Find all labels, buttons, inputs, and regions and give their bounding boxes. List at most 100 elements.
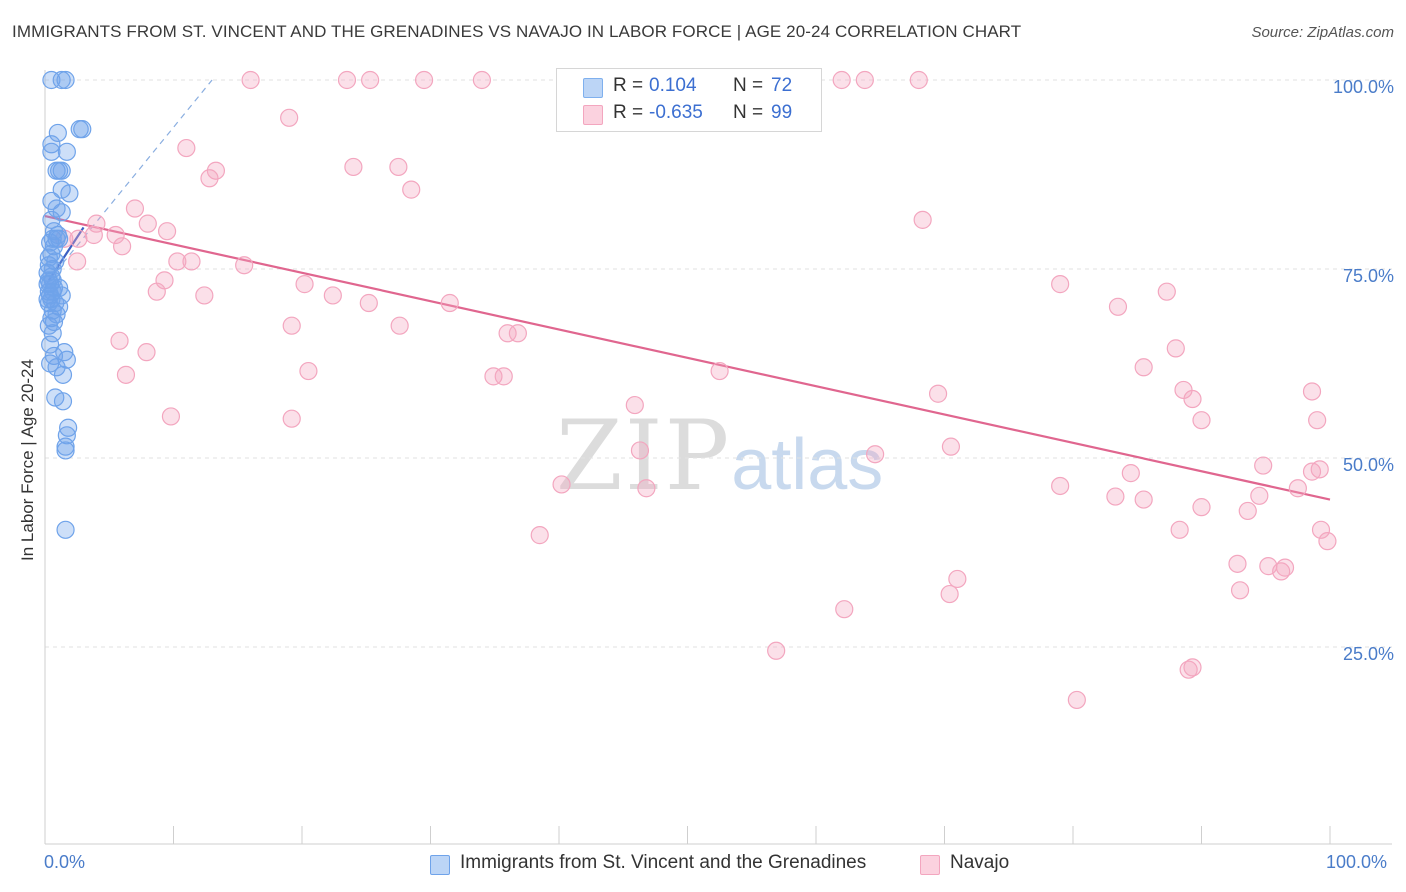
data-point [530, 526, 549, 545]
data-point [1166, 339, 1185, 358]
data-point [282, 316, 301, 335]
data-point [1275, 558, 1295, 577]
data-point [161, 407, 181, 426]
data-point [280, 108, 299, 127]
data-point [1308, 411, 1327, 430]
y-tick-label: 75.0% [1342, 266, 1394, 286]
y-tick-label: 25.0% [1342, 644, 1394, 664]
data-point [1183, 658, 1202, 677]
data-point [241, 70, 260, 90]
data-point [323, 286, 342, 305]
data-point [106, 225, 125, 245]
r-label: R = [613, 102, 644, 123]
watermark-atlas: atlas [731, 425, 884, 505]
data-point [138, 214, 157, 233]
data-point [1250, 486, 1269, 505]
data-point [832, 70, 851, 90]
data-point [50, 161, 69, 180]
data-point [928, 384, 948, 403]
data-point [116, 365, 136, 384]
legend-swatch-series-1 [430, 855, 450, 875]
data-point [168, 252, 187, 271]
data-point [125, 199, 145, 218]
data-point [1238, 501, 1257, 521]
r-value: 0.104 [649, 75, 697, 96]
r-label: R = [613, 75, 644, 96]
data-point [866, 445, 885, 464]
data-point [508, 324, 527, 343]
series-immigrants [38, 70, 92, 539]
data-point [344, 157, 363, 177]
data-point [637, 479, 656, 498]
trend-line-extension [48, 79, 213, 281]
legend-label-series-1: Immigrants from St. Vincent and the Gren… [460, 852, 867, 873]
data-point [552, 475, 571, 494]
data-point [390, 316, 409, 335]
data-point [1230, 581, 1250, 600]
data-point [835, 600, 854, 619]
data-point [195, 286, 214, 305]
data-point [42, 210, 61, 229]
data-point [206, 161, 226, 180]
axes [44, 70, 1392, 845]
data-point [147, 282, 166, 301]
data-point [182, 252, 201, 271]
data-point [359, 293, 378, 313]
data-point [1254, 456, 1273, 475]
y-tick-label: 100.0% [1332, 77, 1394, 97]
data-point [87, 214, 106, 233]
data-points [38, 70, 1337, 710]
data-point [767, 641, 786, 660]
stats-box: R = 0.104 N = 72 R = -0.635 N = 99 [556, 68, 822, 132]
data-point [177, 138, 196, 158]
data-point [41, 335, 60, 354]
data-point [73, 120, 92, 139]
legend-swatch-series-2 [920, 855, 940, 875]
data-point [53, 392, 73, 411]
data-point [1106, 487, 1125, 506]
data-point [402, 180, 421, 199]
data-point [60, 184, 79, 203]
data-point [53, 365, 73, 384]
data-point [1067, 690, 1086, 710]
watermark: ZIPatlas [556, 400, 883, 512]
n-value: 99 [771, 102, 793, 123]
data-point [57, 142, 76, 161]
data-point [48, 123, 67, 143]
data-point [1311, 520, 1331, 539]
data-point [110, 331, 129, 350]
data-point [494, 367, 513, 386]
data-point [440, 293, 459, 313]
data-point [282, 409, 301, 428]
data-point [1051, 275, 1070, 294]
data-point [414, 70, 434, 90]
data-point [137, 343, 156, 362]
data-point [1192, 411, 1211, 430]
data-point [1157, 282, 1176, 301]
data-point [1121, 464, 1140, 483]
data-point [940, 584, 959, 604]
data-point [47, 358, 66, 377]
series-navajo [55, 70, 1337, 710]
data-point [498, 324, 517, 343]
x-tick-label-min: 0.0% [44, 852, 86, 872]
data-point [52, 203, 71, 222]
r-value: -0.635 [649, 102, 703, 123]
data-point [941, 437, 961, 456]
data-point [42, 70, 61, 90]
data-point [52, 70, 71, 90]
data-point [1170, 520, 1189, 539]
data-point [484, 367, 503, 386]
x-tick-label-max: 100.0% [1326, 852, 1388, 872]
data-point [1288, 479, 1307, 498]
data-point [855, 70, 874, 90]
trend-line-navajo [44, 215, 1331, 501]
n-value: 72 [771, 75, 793, 96]
data-point [299, 361, 318, 381]
data-point [295, 275, 314, 294]
data-point [1318, 532, 1337, 551]
legend-label-series-2: Navajo [950, 852, 1010, 873]
stats-swatch-series-1 [583, 78, 603, 98]
data-point [112, 237, 132, 256]
